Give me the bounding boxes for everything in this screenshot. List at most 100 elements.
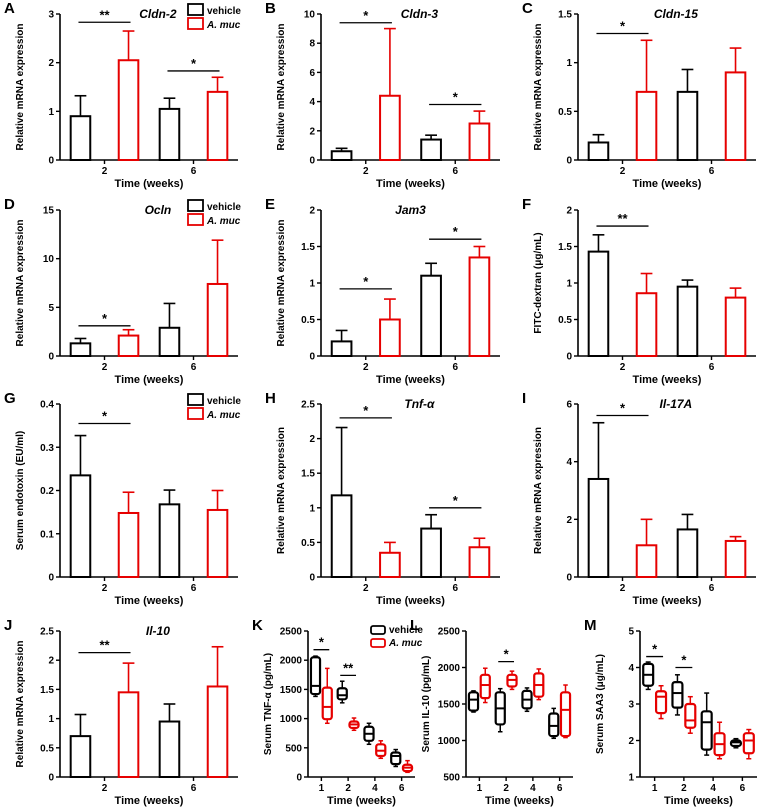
bar (635, 90, 658, 161)
bar (587, 477, 610, 579)
significance-label: * (363, 274, 369, 289)
significance-label: * (453, 493, 459, 508)
y-tick-label: 1.5 (301, 469, 315, 480)
y-tick-label: 3 (628, 700, 634, 711)
bar (676, 90, 699, 161)
y-tick-label: 5 (48, 303, 54, 314)
y-tick-label: 10 (43, 254, 55, 265)
x-tick-label: 2 (102, 362, 108, 373)
box (684, 702, 697, 729)
legend-swatch (187, 407, 204, 420)
x-axis-label: Time (weeks) (633, 178, 702, 190)
panel-f: F 0 0.5 1 1.5 2 2 6 Time (weeks) FITC-dextran (μg… (522, 196, 756, 386)
bar (69, 735, 92, 778)
x-tick-label: 4 (530, 783, 536, 794)
panel-i: I 0 2 4 6 2 6 Time (weeks) Relative mRNA express… (522, 390, 756, 607)
panel-label: L (410, 617, 419, 634)
significance-label: ** (99, 7, 110, 22)
legend: vehicle A. muc (187, 393, 241, 421)
gene-title: Il-17A (660, 397, 693, 411)
y-axis-label: Serum IL-10 (pg/mL) (421, 656, 432, 753)
box (467, 691, 480, 712)
y-tick-label: 3 (48, 10, 54, 21)
legend: vehicle A. muc (187, 199, 241, 227)
bar (724, 296, 747, 358)
significance-label: * (363, 403, 369, 418)
y-tick-label: 2 (309, 206, 315, 217)
legend-label: A. muc (206, 216, 241, 227)
y-tick-label: 6 (309, 68, 315, 79)
significance-label: * (102, 311, 108, 326)
y-tick-label: 1 (309, 279, 315, 290)
panel-label: I (522, 390, 526, 407)
x-tick-label: 2 (620, 362, 626, 373)
bar (635, 544, 658, 578)
x-tick-label: 6 (452, 583, 458, 594)
box (336, 687, 348, 701)
y-tick-label: 500 (285, 743, 302, 754)
significance-label: * (620, 18, 626, 33)
significance-label: * (191, 56, 197, 71)
legend-label: vehicle (207, 396, 241, 407)
significance-label: * (453, 90, 459, 105)
x-tick-label: 2 (102, 583, 108, 594)
legend-swatch (370, 625, 386, 635)
y-tick-label: 1 (48, 107, 54, 118)
legend-swatch (187, 213, 204, 226)
y-axis-label: Relative mRNA expression (15, 24, 26, 151)
bar (379, 551, 401, 579)
x-tick-label: 1 (477, 783, 483, 794)
panel-label: K (252, 617, 263, 634)
x-axis-label: Time (weeks) (115, 795, 184, 807)
y-tick-label: 0 (296, 773, 302, 784)
bar (158, 503, 181, 578)
y-tick-label: 0 (48, 773, 54, 784)
box (671, 680, 684, 709)
bar (379, 318, 401, 357)
significance-label: ** (343, 660, 354, 675)
bar (468, 122, 491, 161)
y-tick-label: 1 (309, 503, 315, 514)
y-tick-label: 0 (566, 573, 572, 584)
bar (379, 94, 401, 161)
x-tick-label: 6 (191, 166, 197, 177)
bar (158, 326, 181, 358)
y-tick-label: 1.5 (40, 685, 54, 696)
y-axis-label: Relative mRNA expression (276, 220, 287, 347)
bar (420, 527, 442, 578)
panel-m: M 1 2 3 4 5 1 2 4 6 Time (weeks) Serum SAA3 (μg/mL)… (584, 617, 757, 807)
x-axis-label: Time (weeks) (485, 795, 554, 807)
x-axis-label: Time (weeks) (115, 374, 184, 386)
x-axis-label: Time (weeks) (376, 178, 445, 190)
y-tick-label: 0.1 (40, 529, 54, 540)
x-tick-label: 2 (345, 783, 351, 794)
panel-label: A (4, 0, 15, 17)
significance-label: ** (617, 211, 628, 226)
bar (330, 494, 353, 578)
gene-title: Cldn-2 (139, 7, 177, 21)
x-tick-label: 2 (620, 583, 626, 594)
y-tick-label: 4 (309, 97, 315, 108)
panel-label: M (584, 617, 597, 634)
bar (206, 508, 229, 578)
x-tick-label: 2 (503, 783, 509, 794)
y-tick-label: 0.5 (558, 107, 572, 118)
y-tick-label: 1500 (438, 700, 461, 711)
legend-label: A. muc (206, 20, 241, 31)
y-tick-label: 0 (48, 352, 54, 363)
significance-label: * (681, 653, 687, 668)
y-tick-label: 2 (309, 434, 315, 445)
panel-b: B 0 2 4 6 8 10 2 6 Time (weeks) Relative mRNA expr… (265, 0, 500, 190)
x-tick-label: 4 (710, 783, 716, 794)
y-tick-label: 2 (48, 656, 54, 667)
legend-swatch (370, 638, 386, 648)
y-tick-label: 0.5 (558, 315, 572, 326)
x-tick-label: 6 (191, 583, 197, 594)
bar (420, 274, 442, 358)
box (309, 656, 322, 696)
bar (69, 474, 92, 578)
y-tick-label: 2 (566, 515, 572, 526)
y-tick-label: 1 (48, 714, 54, 725)
gene-title: Ocln (145, 203, 172, 217)
